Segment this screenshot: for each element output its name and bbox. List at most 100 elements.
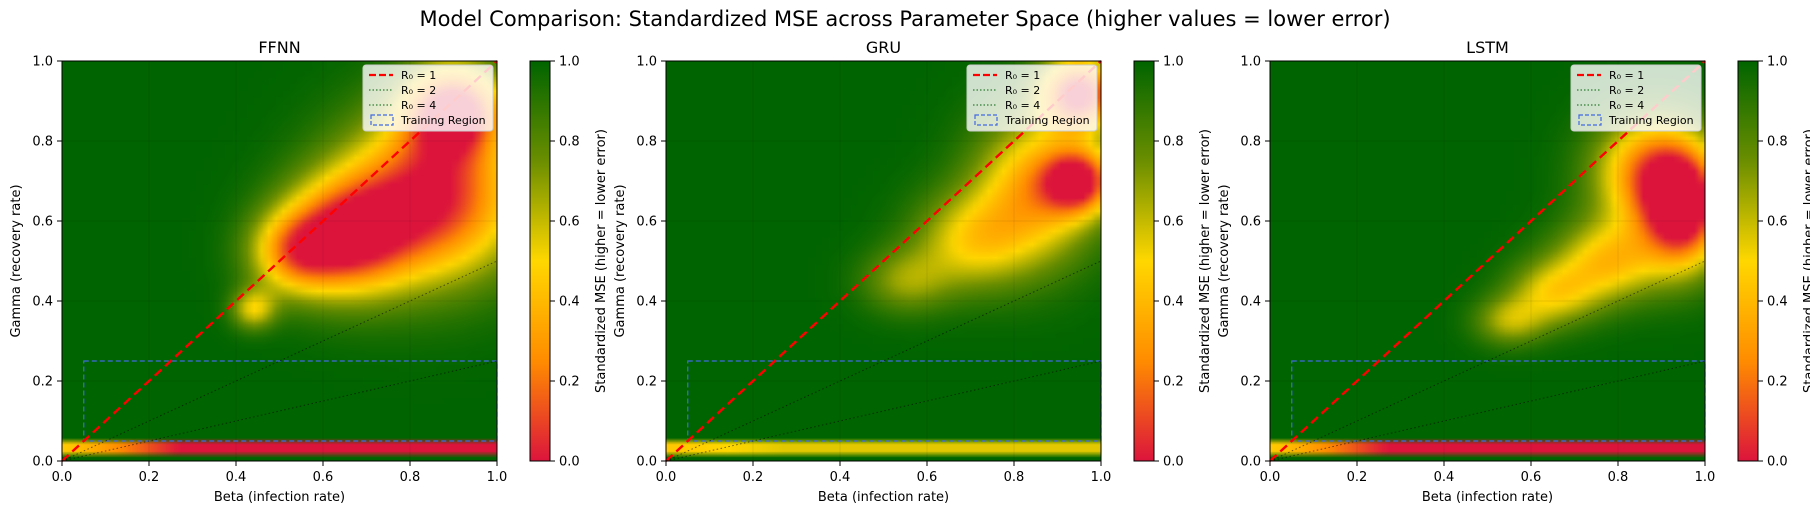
legend-label: R₀ = 1 — [1005, 69, 1040, 82]
training-region-box — [687, 360, 1102, 442]
x-tick-label: 0.4 — [830, 470, 851, 485]
x-axis-label: Beta (infection rate) — [1422, 490, 1553, 505]
legend-handle-training-region — [974, 114, 998, 126]
x-tick-label: 0.6 — [1521, 470, 1542, 485]
y-tick-label: 0.8 — [32, 135, 53, 150]
colorbar-tick-label: 1.0 — [1163, 55, 1184, 70]
y-tick-label: 1.0 — [636, 55, 657, 70]
colorbar-tick-label: 0.4 — [1163, 295, 1184, 310]
panels: 0.0 0.2 0.4 0.6 0.8 1.0 0.0 0.2 0.4 0.6 0.8 1.0 FFNN… — [9, 38, 1810, 505]
y-tick-label: 0.2 — [1240, 375, 1261, 390]
colorbar-bar — [1737, 60, 1759, 462]
colorbar-bar — [1133, 60, 1155, 462]
x-tick-label: 1.0 — [1695, 470, 1716, 485]
panel-lstm: 0.0 0.2 0.4 0.6 0.8 1.0 0.0 0.2 0.4 0.6 0.8 1.0 LSTM… — [1217, 38, 1810, 505]
colorbar-label: Standardized MSE (higher = lower error) — [1802, 129, 1810, 393]
panel-title: GRU — [866, 38, 901, 57]
y-tick-label: 0.8 — [636, 135, 657, 150]
legend-frame — [966, 64, 1098, 132]
y-tick-label: 0.6 — [636, 215, 657, 230]
colorbar-tick-label: 0.6 — [1767, 215, 1788, 230]
x-tick-label: 1.0 — [1091, 470, 1112, 485]
x-tick-label: 0.0 — [52, 470, 73, 485]
axes-frame — [665, 60, 1102, 462]
x-tick-label: 1.0 — [487, 470, 508, 485]
legend-frame — [362, 64, 494, 132]
colorbar-label: Standardized MSE (higher = lower error) — [1198, 129, 1213, 393]
y-tick-label: 0.0 — [32, 455, 53, 470]
legend-frame — [1570, 64, 1702, 132]
x-tick-label: 0.2 — [139, 470, 160, 485]
colorbar-tick-label: 1.0 — [1767, 55, 1788, 70]
y-tick-label: 0.8 — [1240, 135, 1261, 150]
y-tick-label: 0.0 — [636, 455, 657, 470]
figure-suptitle: Model Comparison: Standardized MSE acros… — [419, 7, 1390, 31]
y-tick-label: 0.0 — [1240, 455, 1261, 470]
y-tick-label: 0.6 — [1240, 215, 1261, 230]
colorbar: 0.0 0.2 0.4 0.6 0.8 1.0 Standardized MSE (high… — [529, 55, 609, 470]
y-tick-label: 0.2 — [636, 375, 657, 390]
training-region-box — [83, 360, 498, 442]
axes-frame — [1269, 60, 1706, 462]
y-tick-label: 0.4 — [636, 295, 657, 310]
colorbar-tick-label: 0.2 — [559, 375, 580, 390]
colorbar-tick-label: 0.4 — [1767, 295, 1788, 310]
y-tick-label: 0.2 — [32, 375, 53, 390]
y-tick-label: 1.0 — [1240, 55, 1261, 70]
colorbar-label: Standardized MSE (higher = lower error) — [594, 129, 609, 393]
y-axis-label: Gamma (recovery rate) — [613, 184, 628, 337]
colorbar-tick-label: 0.8 — [559, 135, 580, 150]
colorbar-tick-label: 1.0 — [559, 55, 580, 70]
y-axis-label: Gamma (recovery rate) — [1217, 184, 1232, 337]
panel-gru: 0.0 0.2 0.4 0.6 0.8 1.0 0.0 0.2 0.4 0.6 0.8 1.0 GRU B… — [613, 38, 1213, 505]
legend-label: R₀ = 2 — [1005, 84, 1040, 97]
x-tick-label: 0.6 — [917, 470, 938, 485]
y-tick-label: 0.6 — [32, 215, 53, 230]
x-tick-label: 0.0 — [656, 470, 677, 485]
y-tick-label: 0.4 — [32, 295, 53, 310]
colorbar-tick-label: 0.0 — [1163, 455, 1184, 470]
legend-label: R₀ = 4 — [1609, 99, 1644, 112]
legend: R₀ = 1 R₀ = 2 R₀ = 4 Training Region — [1570, 64, 1702, 132]
training-region-box — [1291, 360, 1706, 442]
y-axis-label: Gamma (recovery rate) — [9, 184, 24, 337]
legend: R₀ = 1 R₀ = 2 R₀ = 4 Training Region — [362, 64, 494, 132]
axes-frame — [61, 60, 498, 462]
legend-handle-training-region — [370, 114, 394, 126]
legend-label: Training Region — [1004, 114, 1090, 127]
legend-label: Training Region — [1608, 114, 1694, 127]
colorbar-tick-label: 0.8 — [1767, 135, 1788, 150]
x-tick-label: 0.4 — [226, 470, 247, 485]
legend-label: R₀ = 4 — [1005, 99, 1040, 112]
legend: R₀ = 1 R₀ = 2 R₀ = 4 Training Region — [966, 64, 1098, 132]
colorbar-tick-label: 0.6 — [559, 215, 580, 230]
colorbar-bar — [529, 60, 551, 462]
colorbar-tick-label: 0.2 — [1767, 375, 1788, 390]
legend-label: R₀ = 1 — [401, 69, 436, 82]
panel-ffnn: 0.0 0.2 0.4 0.6 0.8 1.0 0.0 0.2 0.4 0.6 0.8 1.0 FFNN… — [9, 38, 609, 505]
legend-label: R₀ = 2 — [401, 84, 436, 97]
legend-label: Training Region — [400, 114, 486, 127]
x-axis-label: Beta (infection rate) — [818, 490, 949, 505]
colorbar: 0.0 0.2 0.4 0.6 0.8 1.0 Standardized MSE (high… — [1737, 55, 1810, 470]
y-tick-label: 1.0 — [32, 55, 53, 70]
legend-handle-training-region — [1578, 114, 1602, 126]
legend-label: R₀ = 4 — [401, 99, 436, 112]
panel-title: FFNN — [258, 38, 300, 57]
x-tick-label: 0.6 — [313, 470, 334, 485]
y-tick-label: 0.4 — [1240, 295, 1261, 310]
colorbar: 0.0 0.2 0.4 0.6 0.8 1.0 Standardized MSE (high… — [1133, 55, 1213, 470]
colorbar-tick-label: 0.2 — [1163, 375, 1184, 390]
x-axis-label: Beta (infection rate) — [214, 490, 345, 505]
x-tick-label: 0.8 — [1608, 470, 1629, 485]
colorbar-tick-label: 0.6 — [1163, 215, 1184, 230]
x-tick-label: 0.2 — [1347, 470, 1368, 485]
colorbar-tick-label: 0.0 — [1767, 455, 1788, 470]
legend-label: R₀ = 1 — [1609, 69, 1644, 82]
x-tick-label: 0.0 — [1260, 470, 1281, 485]
legend-label: R₀ = 2 — [1609, 84, 1644, 97]
panel-title: LSTM — [1466, 38, 1509, 57]
x-tick-label: 0.8 — [1004, 470, 1025, 485]
